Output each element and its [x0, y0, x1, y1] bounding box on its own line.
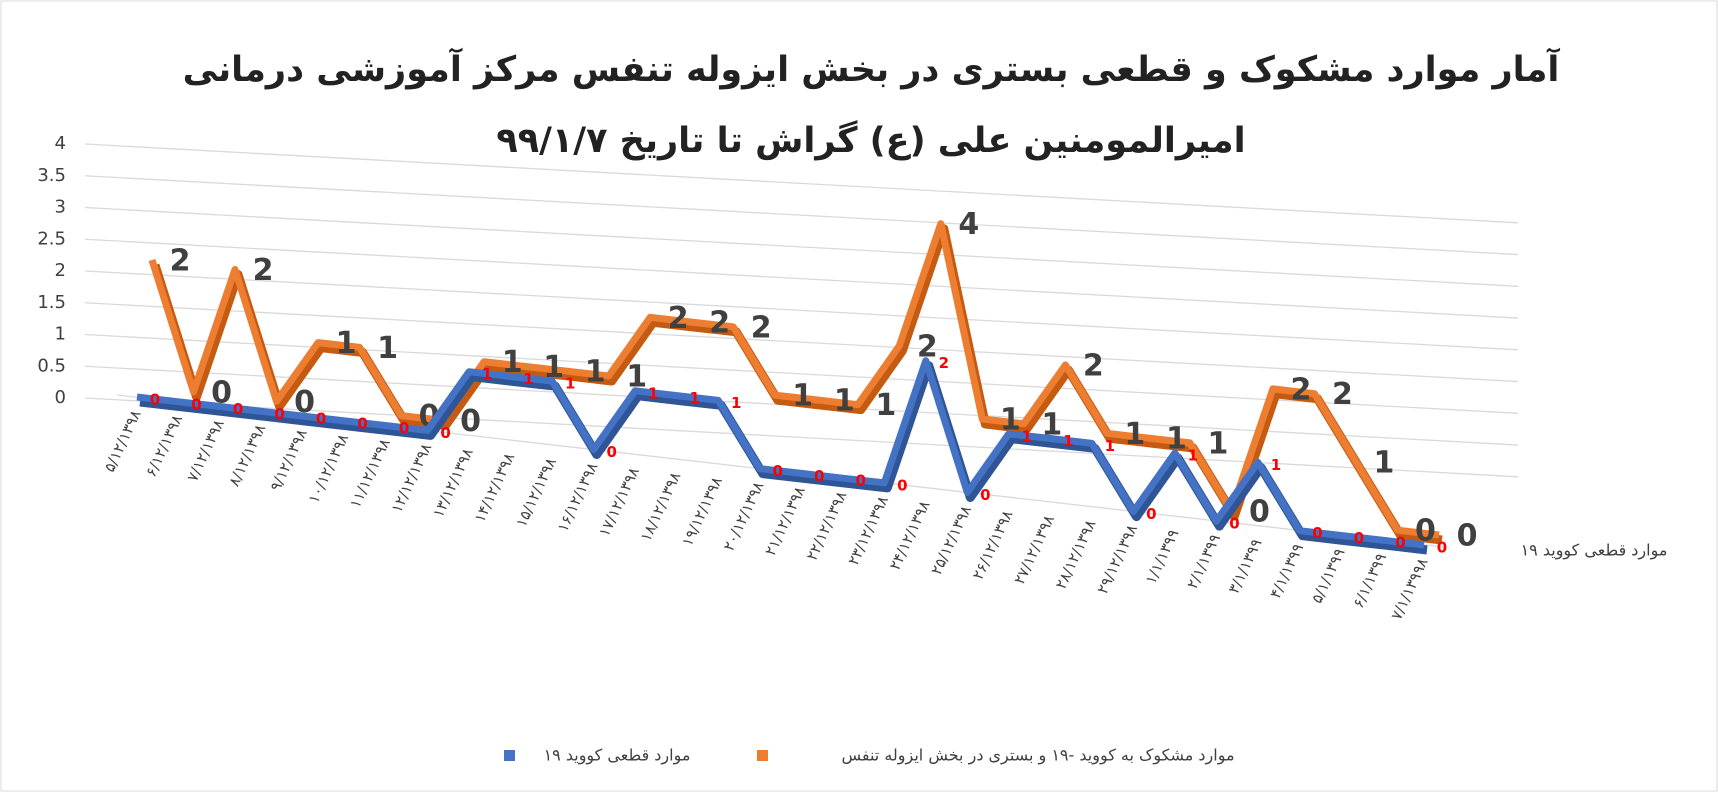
- y-tick-label: 0.5: [37, 355, 66, 376]
- data-label: 0: [897, 476, 907, 494]
- data-label: 4: [958, 207, 979, 242]
- grid-line: [84, 206, 1519, 287]
- data-label: 0: [460, 404, 481, 439]
- data-label: 1: [585, 355, 606, 390]
- data-label: 0: [980, 486, 990, 504]
- data-label: 0: [191, 395, 201, 413]
- chart-title: آمار موارد مشکوک و قطعی بستری در بخش ایز…: [183, 47, 1561, 90]
- grid-line: [84, 270, 1519, 351]
- grid-line: [84, 238, 1519, 319]
- chart-title: امیرالمومنین علی (ع) گراش تا تاریخ ۹۹/۱/…: [496, 120, 1245, 161]
- grid-line: [84, 175, 1519, 256]
- data-label: 0: [1354, 529, 1364, 547]
- data-label: 0: [856, 472, 866, 490]
- data-label: 1: [1022, 427, 1032, 445]
- data-label: 1: [648, 384, 658, 402]
- data-label: 1: [1105, 437, 1115, 455]
- data-label: 2: [170, 244, 191, 279]
- data-label: 2: [1083, 349, 1104, 384]
- data-label: 0: [233, 400, 243, 418]
- data-label: 1: [565, 375, 575, 393]
- data-label: 1: [834, 383, 855, 418]
- data-label: 0: [773, 462, 783, 480]
- data-label: 0: [294, 385, 315, 420]
- data-label: 0: [357, 414, 367, 432]
- data-label: 0: [606, 443, 616, 461]
- data-label: 0: [316, 410, 326, 428]
- data-label: 1: [482, 365, 492, 383]
- grid-line: [84, 143, 1519, 224]
- data-label: 2: [668, 301, 689, 336]
- series-line: [148, 220, 1440, 539]
- data-label: 2: [939, 354, 949, 372]
- legend-swatch: [504, 750, 515, 761]
- data-label: 2: [1332, 377, 1353, 412]
- grid-line: [84, 397, 1519, 478]
- data-label: 2: [917, 329, 938, 364]
- data-label: 1: [1124, 417, 1145, 452]
- y-tick-label: 0: [55, 387, 66, 408]
- data-label: 0: [274, 405, 284, 423]
- data-label: 1: [875, 388, 896, 423]
- data-label: 1: [1000, 402, 1021, 437]
- data-label: 2: [253, 253, 274, 288]
- data-label: 0: [1437, 539, 1447, 557]
- grid-line: [84, 302, 1519, 383]
- data-label: 1: [1207, 426, 1228, 461]
- data-label: 1: [1271, 456, 1281, 474]
- data-label: 0: [211, 375, 232, 410]
- y-tick-label: 1: [55, 324, 66, 345]
- data-label: 0: [1249, 495, 1270, 530]
- depth-axis-label: موارد قطعی کووید ۱۹: [1521, 541, 1668, 561]
- y-tick-label: 1.5: [37, 292, 66, 313]
- legend-label: موارد مشکوک به کووید -۱۹ و بستری در بخش …: [841, 746, 1234, 766]
- data-label: 2: [1290, 372, 1311, 407]
- data-label: 0: [1312, 524, 1322, 542]
- data-label: 1: [731, 394, 741, 412]
- data-label: 1: [543, 350, 564, 385]
- data-label: 1: [626, 360, 647, 395]
- data-label: 0: [1457, 519, 1478, 554]
- data-label: 1: [1166, 422, 1187, 457]
- data-label: 1: [689, 389, 699, 407]
- data-label: 1: [1188, 446, 1198, 464]
- data-label: 0: [814, 467, 824, 485]
- data-label: 1: [792, 379, 813, 414]
- y-tick-label: 3: [55, 197, 66, 218]
- legend-label: موارد قطعی کووید ۱۹: [544, 746, 691, 766]
- data-label: 1: [1041, 407, 1062, 442]
- y-tick-label: 2.5: [37, 228, 66, 249]
- data-label: 2: [751, 310, 772, 345]
- data-label: 0: [1395, 534, 1405, 552]
- data-label: 1: [336, 326, 357, 361]
- y-tick-label: 2: [55, 260, 66, 281]
- data-label: 1: [1063, 432, 1073, 450]
- legend-swatch: [757, 750, 768, 761]
- data-label: 0: [1146, 505, 1156, 523]
- data-label: 0: [399, 419, 409, 437]
- data-label: 0: [1415, 514, 1436, 549]
- data-label: 1: [523, 370, 533, 388]
- data-label: 0: [150, 391, 160, 409]
- data-label: 1: [1374, 445, 1395, 480]
- data-label: 2: [709, 306, 730, 341]
- y-tick-label: 3.5: [37, 165, 66, 186]
- series-line: [136, 357, 1425, 549]
- y-tick-label: 4: [55, 133, 66, 154]
- data-label: 1: [377, 331, 398, 366]
- data-label: 0: [440, 424, 450, 442]
- data-label: 0: [1229, 515, 1239, 533]
- data-label: 1: [502, 345, 523, 380]
